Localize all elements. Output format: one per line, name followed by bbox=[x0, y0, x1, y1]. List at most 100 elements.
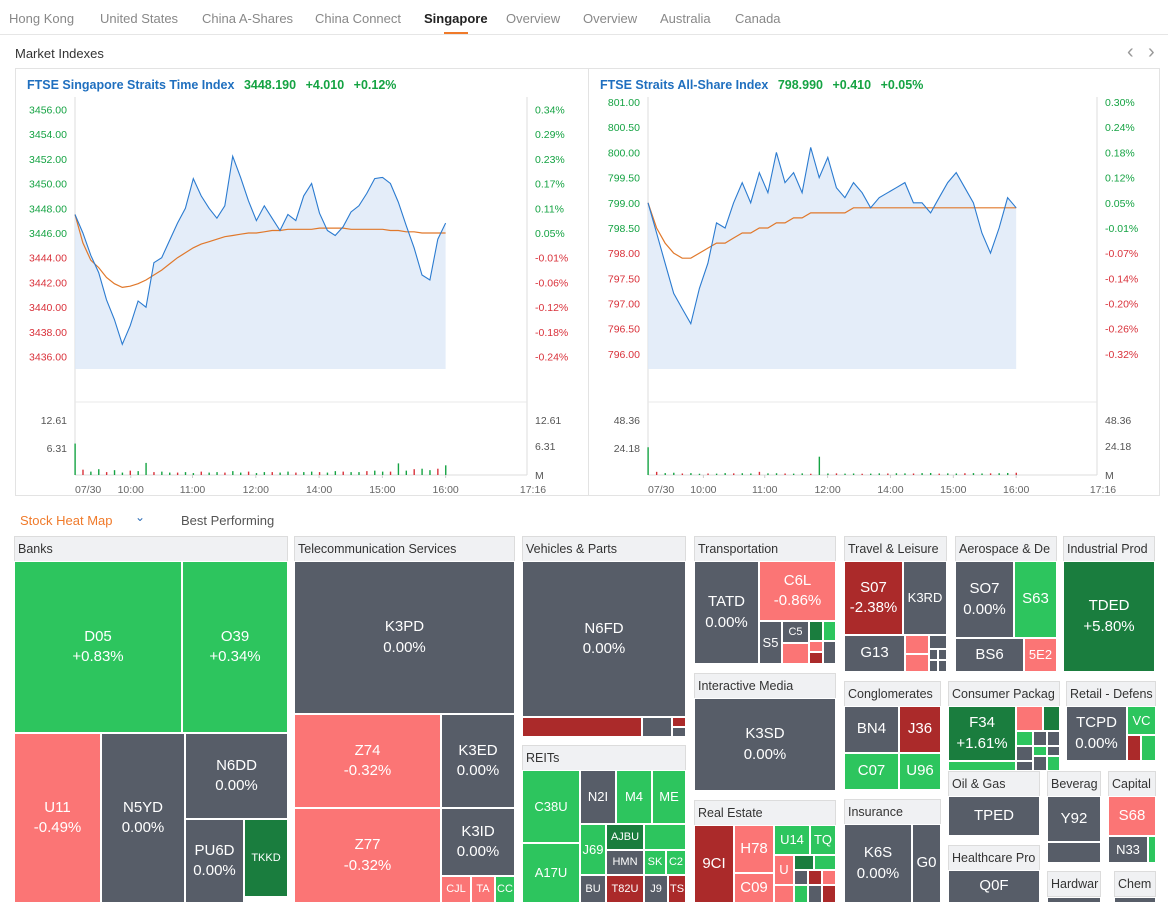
heatmap-cell[interactable]: 9CI bbox=[694, 825, 734, 903]
heatmap-cell[interactable] bbox=[644, 824, 686, 850]
heatmap-cell[interactable] bbox=[1127, 735, 1141, 761]
heatmap-cell[interactable]: S63 bbox=[1014, 561, 1057, 638]
heatmap-cell[interactable]: CJL bbox=[441, 876, 471, 903]
heatmap-cell[interactable]: S5 bbox=[759, 621, 782, 664]
heatmap-cell[interactable] bbox=[1016, 706, 1043, 731]
heatmap-cell[interactable] bbox=[794, 855, 814, 870]
heatmap-cell[interactable]: T82U bbox=[606, 875, 644, 903]
heatmap-cell[interactable]: C2 bbox=[666, 850, 686, 875]
heatmap-cell[interactable]: M4 bbox=[616, 770, 652, 824]
heatmap-cell[interactable]: Q0F bbox=[948, 870, 1040, 903]
heatmap-cell[interactable]: K3PD 0.00% bbox=[294, 561, 515, 714]
tab-best-performing[interactable]: Best Performing bbox=[181, 513, 275, 528]
heatmap-cell[interactable] bbox=[1033, 731, 1047, 746]
heatmap-cell[interactable]: VC bbox=[1127, 706, 1156, 735]
heatmap-cell[interactable]: S68 bbox=[1108, 796, 1156, 836]
heatmap-cell[interactable]: C38U bbox=[522, 770, 580, 843]
tab-overview[interactable]: Overview bbox=[583, 11, 638, 26]
heatmap-cell[interactable]: S07 -2.38% bbox=[844, 561, 903, 635]
heatmap-cell[interactable] bbox=[823, 641, 836, 664]
heatmap-cell[interactable]: J9 bbox=[644, 875, 668, 903]
heatmap-cell[interactable] bbox=[1016, 761, 1033, 771]
tab-canada[interactable]: Canada bbox=[735, 11, 781, 26]
heatmap-cell[interactable]: HMN bbox=[606, 850, 644, 875]
heatmap-cell[interactable] bbox=[672, 717, 686, 727]
heatmap-cell[interactable]: U11 -0.49% bbox=[14, 733, 101, 903]
heatmap-cell[interactable]: Z77 -0.32% bbox=[294, 808, 441, 903]
chevron-down-icon[interactable]: ⌄ bbox=[135, 510, 146, 524]
heatmap-cell[interactable] bbox=[774, 885, 794, 903]
heatmap-cell[interactable] bbox=[938, 649, 947, 660]
heatmap-cell[interactable] bbox=[782, 643, 809, 664]
index-chart-all-share[interactable]: FTSE Straits All-Share Index 798.990 +0.… bbox=[588, 68, 1160, 496]
heatmap-cell[interactable]: TKKD bbox=[244, 819, 288, 897]
tab-singapore[interactable]: Singapore bbox=[424, 11, 488, 26]
heatmap-cell[interactable] bbox=[794, 870, 808, 885]
heatmap-cell[interactable]: N5YD 0.00% bbox=[101, 733, 185, 903]
heatmap-cell[interactable]: C09 bbox=[734, 873, 774, 903]
heatmap-cell[interactable] bbox=[1047, 897, 1101, 903]
heatmap-cell[interactable]: K3ED 0.00% bbox=[441, 714, 515, 808]
tab-hong-kong[interactable]: Hong Kong bbox=[9, 11, 75, 26]
heatmap-cell[interactable]: G0 bbox=[912, 824, 941, 903]
heatmap-cell[interactable]: SK bbox=[644, 850, 666, 875]
heatmap-cell[interactable] bbox=[822, 870, 836, 885]
chevron-right-icon[interactable]: › bbox=[1148, 41, 1155, 63]
heatmap-cell[interactable]: TQ bbox=[810, 825, 836, 855]
heatmap-cell[interactable]: K3SD 0.00% bbox=[694, 698, 836, 791]
heatmap-cell[interactable]: U14 bbox=[774, 825, 810, 855]
heatmap-cell[interactable]: K3ID 0.00% bbox=[441, 808, 515, 876]
heatmap-cell[interactable]: U bbox=[774, 855, 794, 885]
tab-united-states[interactable]: United States bbox=[100, 11, 179, 26]
tab-china-connect[interactable]: China Connect bbox=[315, 11, 401, 26]
heatmap-cell[interactable] bbox=[642, 717, 672, 737]
heatmap-cell[interactable]: AJBU bbox=[606, 824, 644, 850]
tab-china-a-shares[interactable]: China A-Shares bbox=[202, 11, 294, 26]
heatmap-cell[interactable]: TCPD 0.00% bbox=[1066, 706, 1127, 761]
heatmap-cell[interactable] bbox=[808, 885, 822, 903]
heatmap-cell[interactable] bbox=[929, 635, 947, 649]
heatmap-cell[interactable]: J69 bbox=[580, 824, 606, 875]
heatmap-cell[interactable]: CC bbox=[495, 876, 515, 903]
heatmap-cell[interactable] bbox=[1114, 897, 1156, 903]
heatmap-cell[interactable] bbox=[1047, 746, 1060, 756]
heatmap-cell[interactable]: 5E2 bbox=[1024, 638, 1057, 672]
heatmap-cell[interactable]: ME bbox=[652, 770, 686, 824]
heatmap-cell[interactable] bbox=[929, 660, 938, 672]
heatmap-cell[interactable]: C07 bbox=[844, 753, 899, 790]
heatmap-cell[interactable]: TA bbox=[471, 876, 495, 903]
heatmap-cell[interactable]: BN4 bbox=[844, 706, 899, 753]
heatmap-cell[interactable] bbox=[905, 635, 929, 654]
heatmap-cell[interactable]: U96 bbox=[899, 753, 941, 790]
heatmap-cell[interactable]: K6S 0.00% bbox=[844, 824, 912, 903]
heatmap-cell[interactable]: A17U bbox=[522, 843, 580, 903]
heatmap-cell[interactable]: Y92 bbox=[1047, 796, 1101, 842]
heatmap-cell[interactable]: TS bbox=[668, 875, 686, 903]
heatmap-cell[interactable] bbox=[1148, 836, 1156, 863]
heatmap-cell[interactable] bbox=[808, 870, 822, 885]
heatmap-cell[interactable] bbox=[1016, 746, 1033, 761]
heatmap-cell[interactable]: C5 bbox=[782, 621, 809, 643]
chevron-left-icon[interactable]: ‹ bbox=[1127, 41, 1134, 63]
heatmap-cell[interactable] bbox=[929, 649, 938, 660]
heatmap-cell[interactable] bbox=[1016, 731, 1033, 746]
heatmap-cell[interactable]: D05 +0.83% bbox=[14, 561, 182, 733]
heatmap-cell[interactable]: H78 bbox=[734, 825, 774, 873]
heatmap-cell[interactable]: Z74 -0.32% bbox=[294, 714, 441, 808]
heatmap-cell[interactable] bbox=[948, 761, 1016, 771]
heatmap-cell[interactable]: J36 bbox=[899, 706, 941, 753]
heatmap-cell[interactable]: TPED bbox=[948, 796, 1040, 836]
heatmap-cell[interactable] bbox=[938, 660, 947, 672]
heatmap-cell[interactable] bbox=[905, 654, 929, 672]
heatmap-cell[interactable]: N6DD 0.00% bbox=[185, 733, 288, 819]
heatmap-cell[interactable]: N6FD 0.00% bbox=[522, 561, 686, 717]
heatmap-cell[interactable]: C6L -0.86% bbox=[759, 561, 836, 621]
heatmap-cell[interactable] bbox=[823, 621, 836, 641]
heatmap-cell[interactable] bbox=[672, 727, 686, 737]
heatmap-cell[interactable]: PU6D 0.00% bbox=[185, 819, 244, 903]
heatmap-cell[interactable] bbox=[1043, 706, 1060, 731]
heatmap-cell[interactable]: BU bbox=[580, 875, 606, 903]
heatmap-cell[interactable] bbox=[1141, 735, 1156, 761]
heatmap-cell[interactable] bbox=[814, 855, 836, 870]
heatmap-cell[interactable]: TATD 0.00% bbox=[694, 561, 759, 664]
